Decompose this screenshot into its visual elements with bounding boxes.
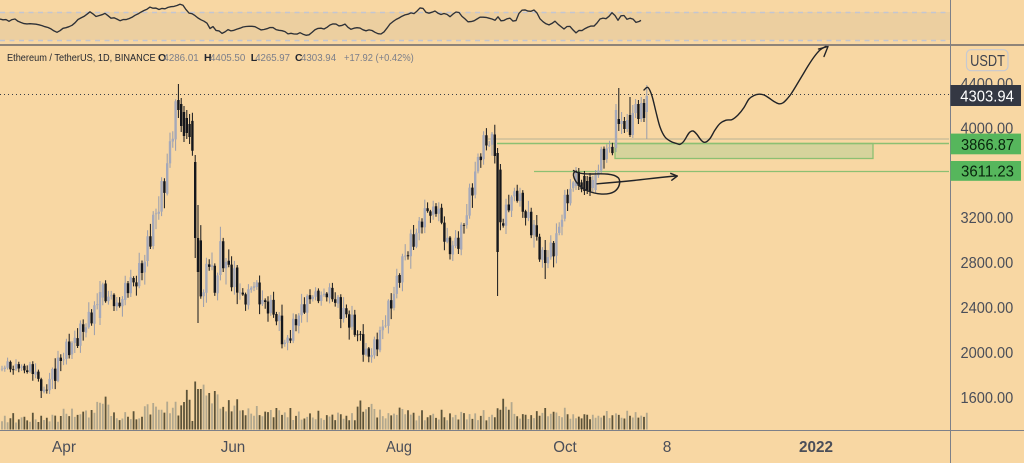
svg-text:Aug: Aug (386, 439, 412, 456)
svg-text:Oct: Oct (553, 439, 577, 456)
svg-text:USDT: USDT (970, 53, 1005, 70)
svg-text:Ethereum / TetherUS, 1D, BINAN: Ethereum / TetherUS, 1D, BINANCE (7, 52, 156, 64)
svg-text:L: L (251, 52, 258, 64)
svg-text:8: 8 (663, 439, 672, 456)
svg-text:4303.94: 4303.94 (960, 88, 1014, 105)
svg-text:+17.92 (+0.42%): +17.92 (+0.42%) (344, 52, 414, 64)
svg-text:4303.94: 4303.94 (301, 52, 336, 64)
svg-text:3866.87: 3866.87 (961, 137, 1014, 154)
svg-text:2022: 2022 (799, 439, 833, 456)
svg-text:2400.00: 2400.00 (961, 300, 1014, 317)
svg-text:C: C (295, 52, 303, 64)
svg-text:Jun: Jun (221, 439, 246, 456)
svg-text:1600.00: 1600.00 (961, 390, 1014, 407)
svg-text:2000.00: 2000.00 (961, 345, 1014, 362)
svg-text:3611.23: 3611.23 (961, 164, 1014, 181)
svg-text:4405.50: 4405.50 (210, 52, 245, 64)
svg-text:Apr: Apr (52, 439, 76, 456)
svg-text:3200.00: 3200.00 (961, 210, 1014, 227)
svg-text:4286.01: 4286.01 (163, 52, 198, 64)
svg-text:4000.00: 4000.00 (961, 120, 1014, 137)
svg-text:H: H (204, 52, 212, 64)
svg-text:O: O (158, 52, 166, 64)
svg-text:2800.00: 2800.00 (961, 255, 1014, 272)
svg-text:4265.97: 4265.97 (255, 52, 290, 64)
